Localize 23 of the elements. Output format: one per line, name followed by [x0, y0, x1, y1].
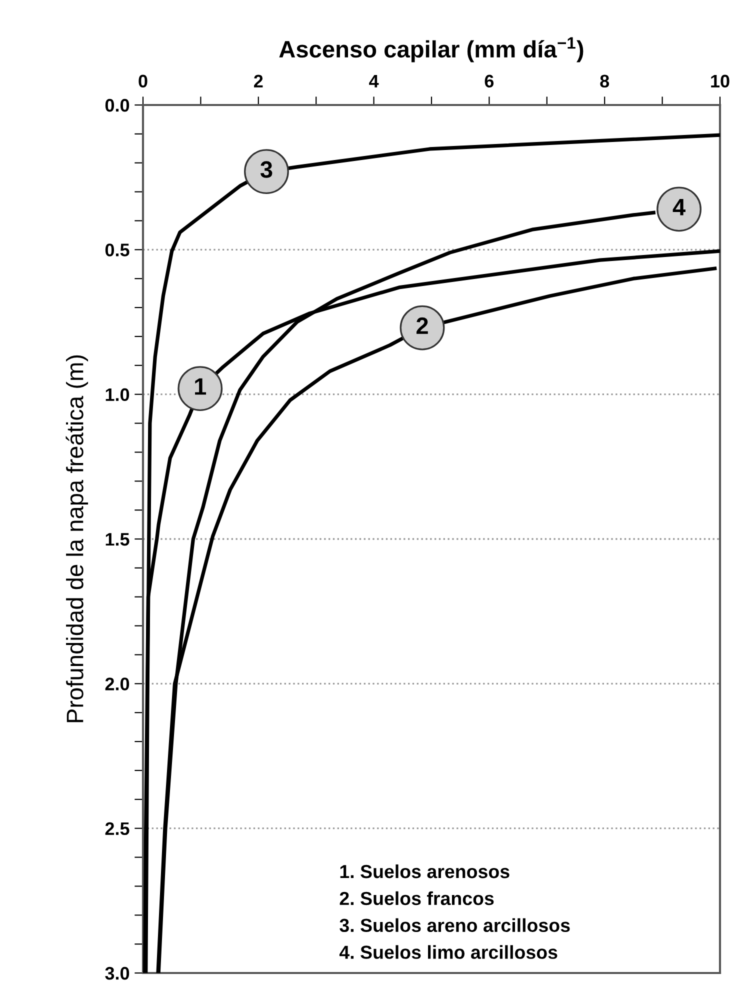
- y-axis-title: Profundidad de la napa freática (m): [66, 355, 88, 722]
- annotation: 2: [416, 317, 428, 334]
- y-tick-label: 2.0: [105, 678, 130, 690]
- x-tick-label: 2: [254, 74, 263, 88]
- x-tick-label: 4: [369, 74, 379, 88]
- x-tick-label: 8: [600, 74, 610, 88]
- y-tick-label: 3.0: [105, 966, 130, 980]
- x-tick-label: 10: [711, 74, 730, 88]
- annotation: 2. Suelos francos: [340, 891, 494, 906]
- annotation: 1: [195, 378, 206, 395]
- annotation: 4: [672, 199, 686, 216]
- y-tick-label: 0.0: [105, 98, 130, 112]
- y-tick-label: 1.0: [106, 388, 130, 402]
- x-tick-label: 0: [138, 74, 148, 88]
- annotation: 3: [260, 161, 272, 178]
- y-tick-label: 1.5: [106, 533, 130, 546]
- annotation: 1. Suelos arenosos: [340, 864, 510, 878]
- annotation: 4. Suelos limo arcillosos: [339, 945, 558, 959]
- y-tick-label: 2.5: [105, 822, 130, 836]
- y-tick-label: 0.5: [105, 244, 130, 256]
- x-axis-title: Ascenso capilar (mm día$^{−1}$): [279, 37, 584, 62]
- annotation: 3. Suelos areno arcillosos: [340, 918, 570, 932]
- x-tick-label: 6: [484, 74, 494, 88]
